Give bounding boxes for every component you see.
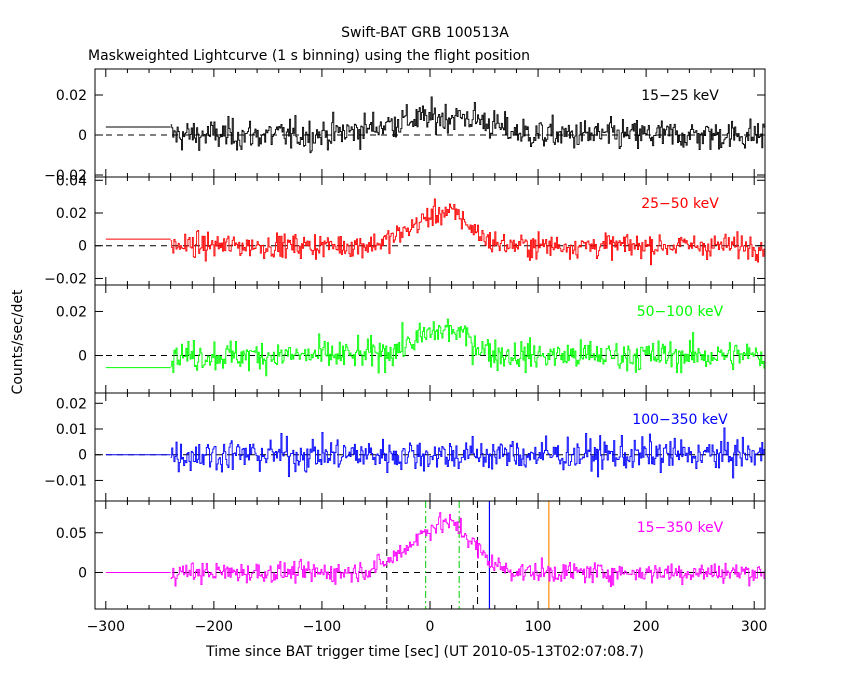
panel-frame xyxy=(94,284,766,394)
panel-frame xyxy=(94,500,766,610)
chart-subtitle: Maskweighted Lightcurve (1 s binning) us… xyxy=(88,48,530,64)
y-tick-label: 0 xyxy=(78,349,87,365)
panel-1: −0.02 0 0.02 15−25 keV xyxy=(44,68,766,184)
x-tick-label: −200 xyxy=(195,619,233,635)
y-tick-label: 0.01 xyxy=(56,422,87,438)
panel-frame xyxy=(94,68,766,178)
x-tick-label: 200 xyxy=(633,619,660,635)
x-tick-label: 300 xyxy=(741,619,768,635)
panel-3: 0 0.02 50−100 keV xyxy=(56,284,766,394)
y-tick-label: −0.01 xyxy=(44,473,87,489)
panel-4: −0.01 0 0.01 0.02 100−350 keV xyxy=(44,392,766,502)
y-tick-label: 0 xyxy=(78,448,87,464)
panel-frame xyxy=(94,176,766,286)
lightcurve-series xyxy=(170,427,765,479)
x-tick-label: −300 xyxy=(87,619,125,635)
band-label: 15−350 keV xyxy=(637,520,724,536)
x-tick-label: 100 xyxy=(525,619,552,635)
y-axis-label: Counts/sec/det xyxy=(10,289,26,394)
panels: −0.02 0 0.02 15−25 keV −0.02 0 0.02 0.04 25−50 k… xyxy=(44,68,766,610)
y-tick-label: −0.02 xyxy=(44,271,87,287)
chart-title: Swift-BAT GRB 100513A xyxy=(341,25,509,41)
band-label: 15−25 keV xyxy=(641,88,719,104)
y-tick-label: −0.02 xyxy=(44,168,87,184)
x-tick-label: 0 xyxy=(426,619,435,635)
band-label: 25−50 keV xyxy=(641,196,719,212)
x-tick-labels: −300 −200 −100 0 100 200 300 xyxy=(87,619,768,635)
lightcurve-series xyxy=(170,512,765,588)
y-tick-label: 0.02 xyxy=(56,304,87,320)
y-tick-label: 0 xyxy=(78,565,87,581)
y-tick-label: 0.05 xyxy=(56,526,87,542)
y-tick-label: 0 xyxy=(78,239,87,255)
lightcurve-series xyxy=(170,198,765,266)
y-tick-label: 0 xyxy=(78,128,87,144)
lightcurve-series xyxy=(170,96,765,154)
panel-5: 0 0.05 15−350 keV xyxy=(56,500,766,610)
lightcurve-series xyxy=(170,318,765,377)
y-tick-label: 0.02 xyxy=(56,206,87,222)
y-tick-label: 0.02 xyxy=(56,88,87,104)
panel-2: −0.02 0 0.02 0.04 25−50 keV xyxy=(44,173,766,287)
x-axis-label: Time since BAT trigger time [sec] (UT 20… xyxy=(205,644,644,660)
band-label: 100−350 keV xyxy=(632,412,728,428)
y-tick-label: 0.02 xyxy=(56,396,87,412)
x-tick-label: −100 xyxy=(303,619,341,635)
y-tick-label: 0.04 xyxy=(56,173,87,189)
band-label: 50−100 keV xyxy=(637,304,724,320)
